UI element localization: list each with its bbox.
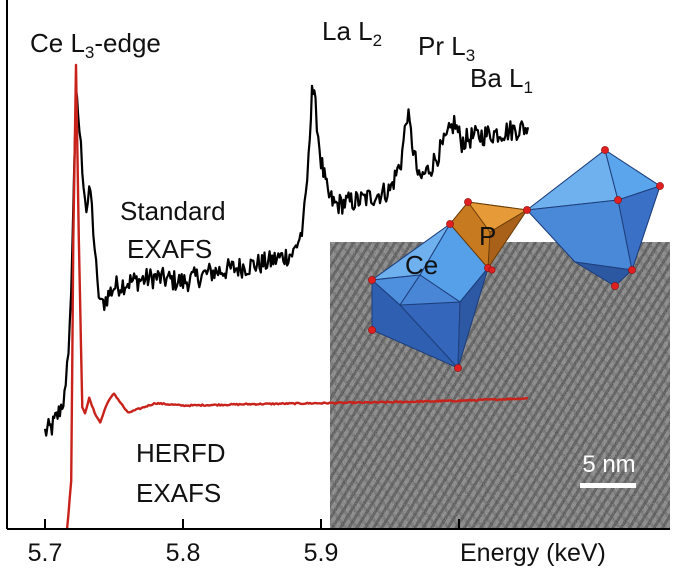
x-axis: 5.7 5.8 5.9 Energy (keV) (6, 0, 670, 567)
x-axis-title: Energy (keV) (460, 539, 606, 567)
standard-exafs-curve (43, 84, 530, 437)
annotation-ce-l3-edge: Ce L3-edge (30, 28, 161, 62)
herfd-exafs-curve (65, 63, 529, 529)
scale-bar-label: 5 nm (582, 451, 635, 478)
scale-bar: 5 nm (580, 451, 636, 488)
atom-label-p: P (479, 221, 496, 251)
tem-inset-image (330, 242, 670, 528)
series-label-standard-line2: EXAFS (127, 234, 212, 264)
x-tick-label-5-9: 5.9 (304, 539, 339, 567)
x-tick-label-5-8: 5.8 (166, 539, 201, 567)
series-label-standard-line1: Standard (120, 196, 226, 226)
annotation-pr-l3: Pr L3 (418, 31, 475, 65)
series-label-herfd-line1: HERFD (136, 438, 226, 468)
polyhedra-overlay: Ce P (368, 146, 664, 372)
atom-label-ce: Ce (405, 250, 438, 280)
annotation-ba-l1: Ba L1 (470, 63, 533, 97)
series-label-herfd-line2: EXAFS (136, 478, 221, 508)
annotation-la-l2: La L2 (322, 16, 382, 50)
x-tick-label-5-7: 5.7 (28, 539, 63, 567)
